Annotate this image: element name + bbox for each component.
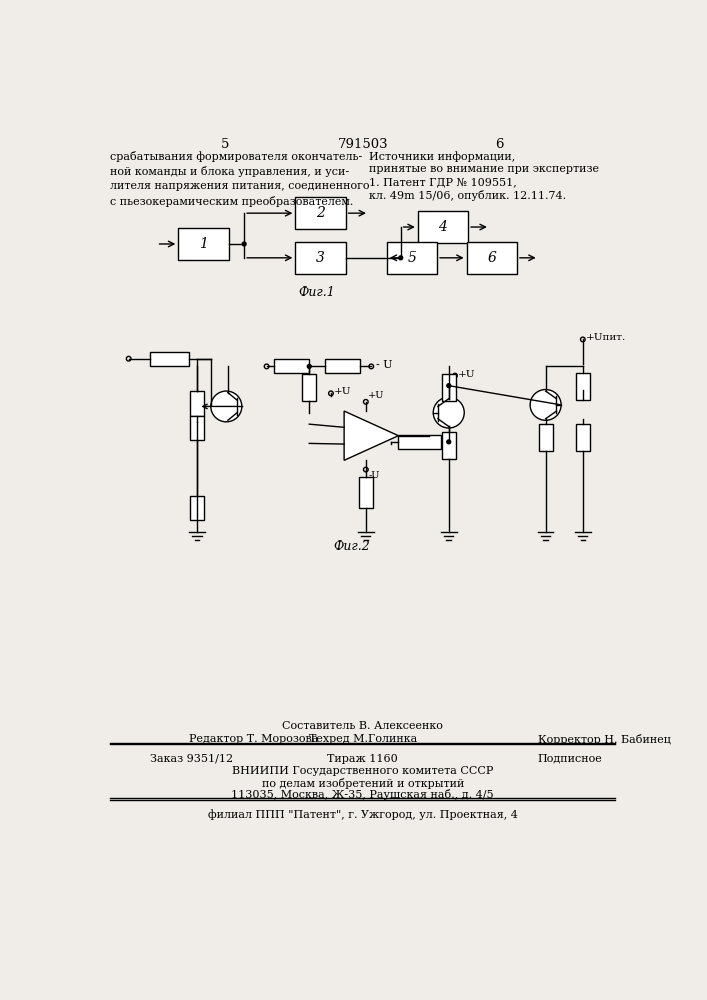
- Text: - U: - U: [376, 360, 392, 370]
- Bar: [398, 435, 441, 449]
- Bar: [303, 374, 316, 401]
- Circle shape: [447, 384, 450, 388]
- Text: -U: -U: [368, 471, 380, 480]
- Text: 2: 2: [316, 206, 325, 220]
- Bar: [296, 242, 346, 274]
- Text: 4: 4: [438, 220, 448, 234]
- Circle shape: [447, 440, 450, 444]
- Text: 1: 1: [199, 237, 208, 251]
- Bar: [575, 424, 590, 451]
- Bar: [467, 242, 517, 274]
- Text: срабатывания формирователя окончатель-
ной команды и блока управления, и уси-
ли: срабатывания формирователя окончатель- н…: [110, 151, 370, 207]
- Bar: [190, 391, 204, 416]
- Circle shape: [530, 389, 561, 420]
- Text: филиал ППП "Патент", г. Ужгород, ул. Проектная, 4: филиал ППП "Патент", г. Ужгород, ул. Про…: [208, 809, 518, 820]
- Text: принятые во внимание при экспертизе: принятые во внимание при экспертизе: [369, 164, 599, 174]
- Bar: [442, 432, 456, 459]
- Circle shape: [433, 397, 464, 428]
- Bar: [359, 477, 373, 508]
- Text: Редактор Т. Морозова: Редактор Т. Морозова: [189, 734, 318, 744]
- Circle shape: [308, 364, 311, 368]
- Bar: [575, 373, 590, 400]
- Text: 5: 5: [221, 138, 230, 151]
- Circle shape: [211, 391, 242, 422]
- Text: Заказ 9351/12: Заказ 9351/12: [151, 754, 233, 764]
- Text: 791503: 791503: [337, 138, 388, 151]
- Bar: [274, 359, 309, 373]
- Bar: [151, 352, 189, 366]
- Text: Составитель В. Алексеенко: Составитель В. Алексеенко: [282, 721, 443, 731]
- Bar: [296, 197, 346, 229]
- Text: Фиг.2: Фиг.2: [334, 540, 370, 553]
- Text: Техред М.Голинка: Техред М.Голинка: [308, 734, 417, 744]
- Text: Корректор Н. Бабинец: Корректор Н. Бабинец: [538, 734, 671, 745]
- Text: Подписное: Подписное: [538, 754, 602, 764]
- Text: +U: +U: [368, 391, 385, 400]
- Bar: [442, 374, 456, 401]
- Bar: [418, 211, 468, 243]
- Text: +Uпит.: +Uпит.: [586, 333, 626, 342]
- Bar: [190, 496, 204, 520]
- Text: 6: 6: [487, 251, 496, 265]
- Bar: [387, 242, 437, 274]
- Text: 3: 3: [316, 251, 325, 265]
- Text: Тираж 1160: Тираж 1160: [327, 754, 398, 764]
- Bar: [325, 359, 360, 373]
- Text: Источники информации,: Источники информации,: [369, 151, 515, 162]
- Text: 113035, Москва, Ж-35, Раушская наб., д. 4/5: 113035, Москва, Ж-35, Раушская наб., д. …: [231, 789, 494, 800]
- Text: кл. 49m 15/06, опублик. 12.11.74.: кл. 49m 15/06, опублик. 12.11.74.: [369, 190, 566, 201]
- Text: 5: 5: [407, 251, 416, 265]
- Text: ВНИИПИ Государственного комитета СССР: ВНИИПИ Государственного комитета СССР: [232, 766, 493, 776]
- Text: +U: +U: [334, 387, 351, 396]
- Text: Фиг.1: Фиг.1: [298, 286, 335, 299]
- Text: по делам изобретений и открытий: по делам изобретений и открытий: [262, 778, 464, 789]
- Bar: [178, 228, 228, 260]
- Bar: [539, 424, 553, 451]
- Circle shape: [243, 242, 246, 246]
- Text: +U: +U: [458, 370, 476, 379]
- Bar: [190, 416, 204, 440]
- Text: 6: 6: [495, 138, 503, 151]
- Polygon shape: [344, 411, 398, 460]
- Text: 1. Патент ГДР № 109551,: 1. Патент ГДР № 109551,: [369, 177, 517, 187]
- Circle shape: [399, 256, 403, 260]
